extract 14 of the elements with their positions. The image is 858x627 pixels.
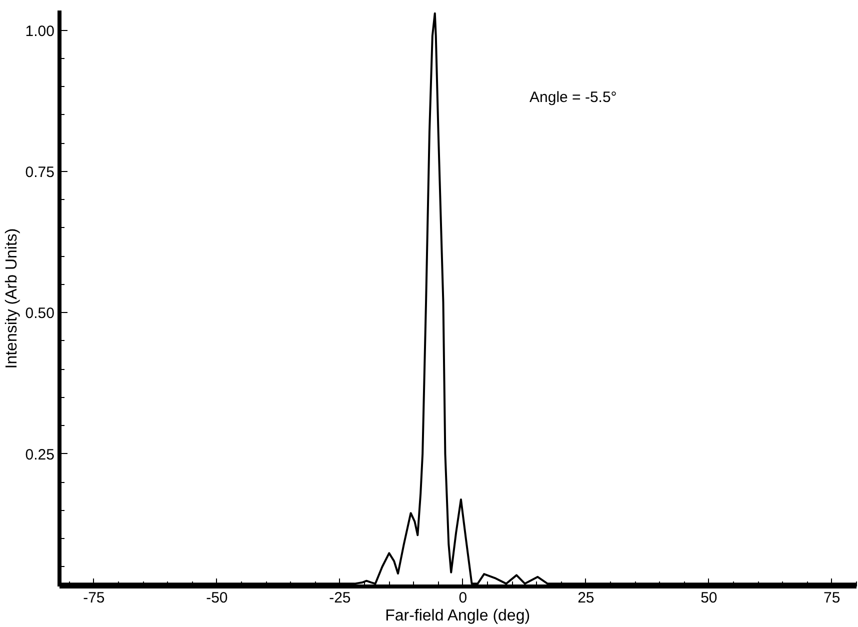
y-tick-label: 0.75 [25,164,55,181]
annotation: Angle = -5.5° [530,89,617,106]
x-tick-label: -75 [83,590,105,606]
y-tick-label: 0.50 [25,305,55,322]
y-tick-label: 0.25 [25,446,55,464]
x-tick-label: -50 [206,590,228,606]
x-tick-label: 25 [578,590,594,606]
x-axis-title: Far-field Angle (deg) [385,608,530,624]
x-tick-label: 75 [824,590,840,606]
y-axis-title: Intensity (Arb Units) [3,228,20,369]
x-tick-label: 50 [700,590,718,606]
y-tick-label: 1.00 [25,22,55,40]
x-tick-label: -25 [329,590,351,606]
x-tick-label: 0 [458,590,468,606]
